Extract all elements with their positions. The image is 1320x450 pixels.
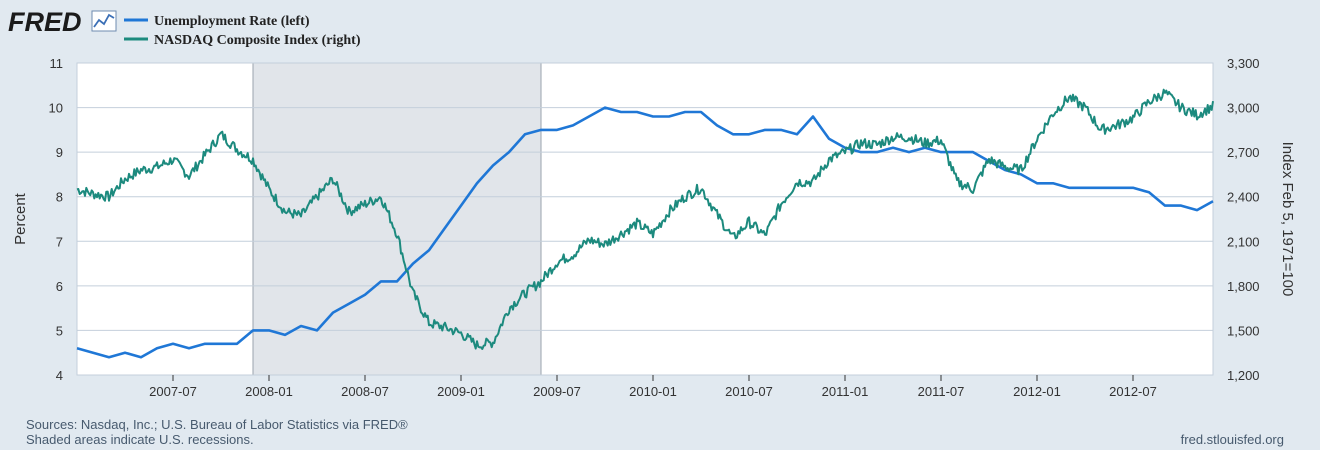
left-tick-label: 4 (56, 368, 63, 383)
site-link[interactable]: fred.stlouisfed.org (1180, 432, 1284, 447)
left-tick-label: 8 (56, 190, 63, 205)
recession-note: Shaded areas indicate U.S. recessions. (26, 432, 254, 447)
right-tick-label: 2,400 (1227, 190, 1260, 205)
left-tick-label: 10 (49, 101, 63, 116)
x-tick-label: 2009-07 (533, 384, 581, 399)
legend-item-nasdaq: NASDAQ Composite Index (right) (124, 33, 361, 48)
right-tick-label: 3,300 (1227, 56, 1260, 71)
plot-area (77, 63, 1213, 375)
plot-border (76, 62, 1214, 376)
legend-label-unemployment: Unemployment Rate (left) (154, 14, 310, 29)
fred-logo[interactable]: FRED (8, 7, 82, 37)
x-tick-label: 2008-01 (245, 384, 293, 399)
x-tick-label: 2010-07 (725, 384, 773, 399)
x-tick-label: 2007-07 (149, 384, 197, 399)
legend-label-nasdaq: NASDAQ Composite Index (right) (154, 33, 361, 48)
recession-shade (253, 63, 541, 375)
unemployment-rate-line (76, 106, 1214, 359)
left-tick-label: 5 (56, 323, 63, 338)
chart-line-icon (91, 10, 117, 32)
left-tick-label: 6 (56, 279, 63, 294)
right-tick-label: 1,800 (1227, 279, 1260, 294)
right-axis-label: Index Feb 5, 1971=100 (1279, 142, 1296, 297)
left-tick-label: 7 (56, 234, 63, 249)
axis-layer: 4 1,200 5 1,500 6 1,800 7 2,100 8 2,400 9 2,700 10 3,… (49, 56, 1260, 399)
x-tick-label: 2010-01 (629, 384, 677, 399)
recession-layer (252, 63, 542, 375)
right-tick-label: 2,100 (1227, 234, 1260, 249)
x-tick-label: 2011-01 (822, 384, 869, 399)
left-tick-label: 11 (50, 56, 64, 71)
left-axis-label: Percent (12, 192, 29, 245)
sources-note: Sources: Nasdaq, Inc.; U.S. Bureau of La… (26, 417, 408, 432)
right-tick-label: 1,200 (1227, 368, 1260, 383)
right-tick-label: 2,700 (1227, 145, 1260, 160)
x-tick-label: 2008-07 (341, 384, 389, 399)
right-tick-label: 1,500 (1227, 323, 1260, 338)
left-tick-label: 9 (56, 145, 63, 160)
legend-item-unemployment: Unemployment Rate (left) (124, 14, 310, 29)
series-layer (76, 88, 1214, 359)
x-tick-label: 2009-01 (437, 384, 485, 399)
right-tick-label: 3,000 (1227, 101, 1260, 116)
nasdaq-index-line (76, 88, 1214, 350)
x-tick-label: 2011-07 (918, 384, 965, 399)
grid-layer (76, 62, 1214, 376)
x-tick-label: 2012-07 (1109, 384, 1157, 399)
x-tick-label: 2012-01 (1013, 384, 1061, 399)
